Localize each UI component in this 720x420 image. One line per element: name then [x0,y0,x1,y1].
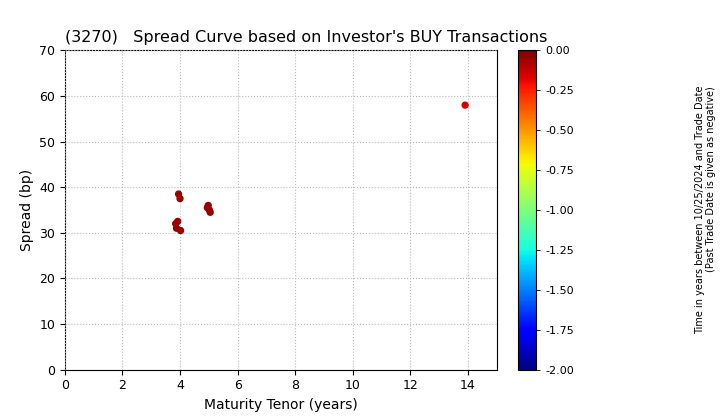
Point [173,191,184,197]
Point [204,207,215,213]
Text: Time in years between 10/25/2024 and Trade Date
(Past Trade Date is given as neg: Time in years between 10/25/2024 and Tra… [695,86,716,334]
Point [172,218,184,225]
Point [459,102,471,108]
Point [175,227,186,234]
Point [174,195,186,202]
X-axis label: Maturity Tenor (years): Maturity Tenor (years) [204,398,358,412]
Y-axis label: Spread (bp): Spread (bp) [19,169,34,251]
Point [204,209,216,215]
Point [202,205,213,211]
Point [171,225,182,231]
Point [170,220,181,227]
Text: (3270)   Spread Curve based on Investor's BUY Transactions: (3270) Spread Curve based on Investor's … [65,30,547,45]
Point [202,202,214,209]
